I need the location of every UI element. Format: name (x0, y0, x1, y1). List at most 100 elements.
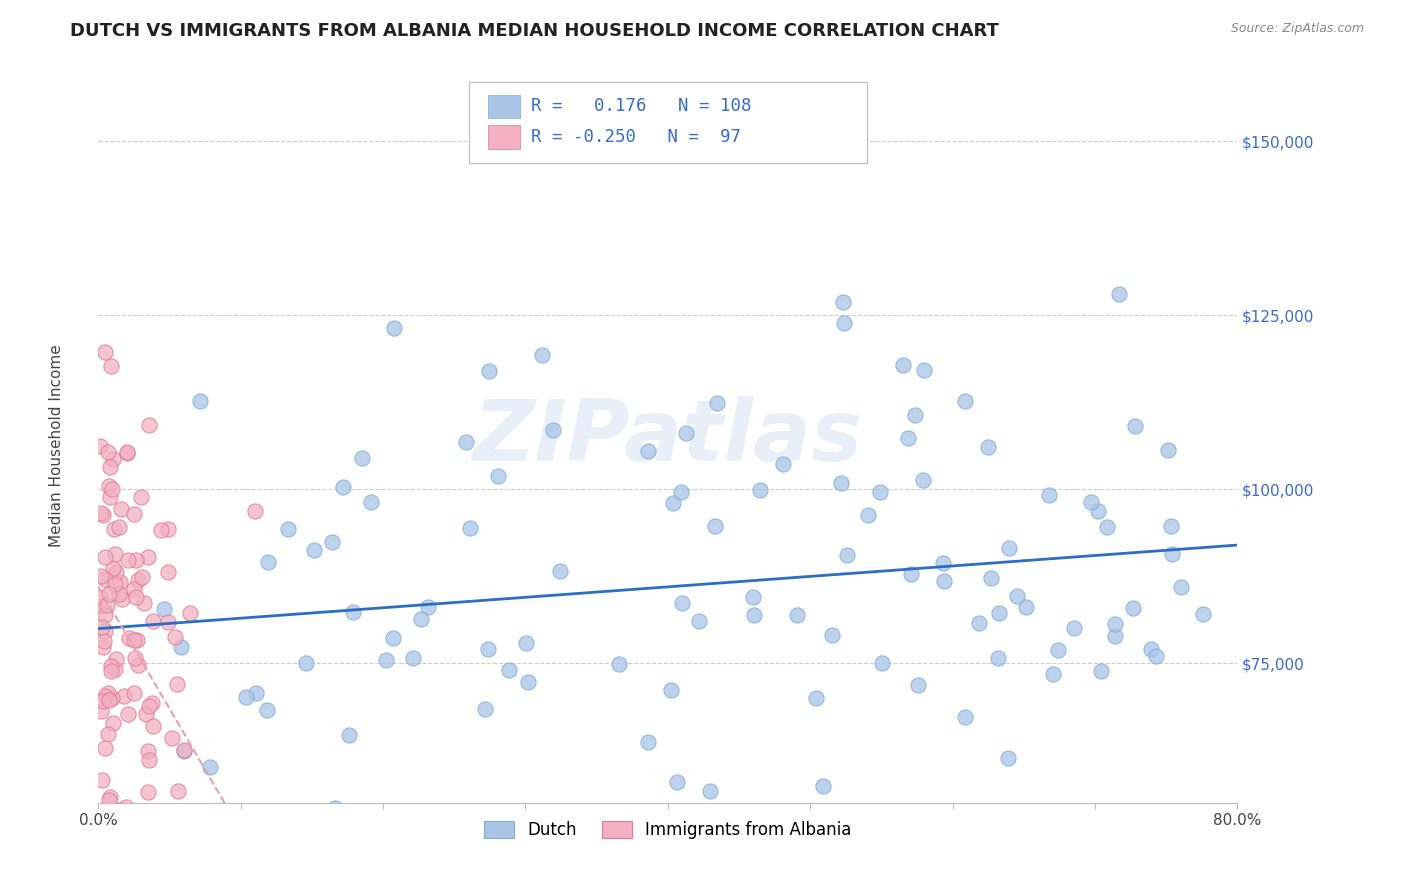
Point (124, 651, 146, 665)
Point (1191, 607, 1213, 621)
Point (1140, 641, 1163, 656)
Point (98, 478, 121, 492)
Point (1015, 600, 1038, 615)
Point (637, 444, 659, 458)
Point (477, 642, 499, 657)
Point (94, 624, 117, 638)
Point (91, 508, 114, 523)
Point (1046, 642, 1069, 657)
Point (94, 549, 117, 564)
Point (98, 490, 121, 504)
Point (100, 359, 122, 373)
Point (912, 362, 935, 376)
Point (142, 614, 165, 628)
Point (141, 696, 163, 710)
Point (90, 773, 112, 788)
Point (350, 450, 373, 465)
Point (628, 807, 651, 822)
Point (117, 553, 139, 567)
Point (170, 640, 193, 654)
Point (897, 431, 920, 445)
FancyBboxPatch shape (488, 126, 520, 149)
Point (138, 785, 160, 799)
Point (98, 789, 121, 804)
Point (104, 547, 127, 561)
Point (235, 690, 257, 705)
Point (90, 620, 112, 634)
Point (342, 605, 364, 619)
Point (870, 657, 893, 671)
Point (97, 686, 120, 700)
Point (108, 574, 131, 589)
Point (1090, 664, 1112, 678)
Point (662, 495, 685, 509)
Point (637, 735, 659, 749)
Point (967, 615, 990, 630)
Point (100, 659, 122, 673)
Point (173, 743, 195, 757)
Text: Source: ZipAtlas.com: Source: ZipAtlas.com (1230, 22, 1364, 36)
Point (190, 394, 212, 409)
Point (98, 693, 121, 707)
Point (108, 520, 131, 534)
Legend: Dutch, Immigrants from Albania: Dutch, Immigrants from Albania (478, 814, 858, 846)
Point (166, 677, 188, 691)
Point (256, 703, 278, 717)
Point (1108, 287, 1130, 301)
Point (688, 614, 710, 628)
Point (835, 548, 858, 562)
Point (1042, 666, 1064, 681)
Point (302, 543, 325, 558)
Point (955, 394, 977, 409)
Point (904, 408, 927, 422)
Point (111, 592, 134, 607)
Point (1122, 601, 1144, 615)
Point (96, 598, 118, 612)
Point (124, 582, 146, 597)
Point (107, 587, 129, 601)
Point (245, 686, 267, 700)
Point (531, 348, 554, 362)
Point (153, 602, 176, 616)
Point (93, 633, 115, 648)
Point (932, 556, 955, 570)
Point (103, 560, 125, 574)
Point (772, 854, 794, 868)
Point (277, 523, 299, 537)
Point (515, 636, 537, 650)
Point (295, 656, 318, 670)
Point (131, 570, 153, 584)
Text: DUTCH VS IMMIGRANTS FROM ALBANIA MEDIAN HOUSEHOLD INCOME CORRELATION CHART: DUTCH VS IMMIGRANTS FROM ALBANIA MEDIAN … (70, 22, 1000, 40)
Point (104, 661, 127, 675)
Point (173, 743, 195, 757)
Point (987, 606, 1010, 620)
Point (675, 425, 697, 440)
Point (138, 698, 160, 713)
Point (607, 657, 630, 672)
Point (243, 504, 266, 518)
Point (190, 861, 212, 875)
Point (742, 607, 765, 622)
Point (124, 685, 146, 699)
Point (94, 689, 117, 703)
Point (832, 294, 855, 309)
Point (830, 475, 852, 490)
Point (97, 727, 120, 741)
Point (934, 574, 956, 588)
Point (360, 495, 382, 509)
Point (911, 473, 934, 487)
Point (100, 664, 122, 678)
Point (142, 719, 165, 733)
Point (117, 446, 139, 460)
Point (98, 459, 121, 474)
Point (987, 650, 1010, 665)
Point (478, 364, 501, 378)
Point (127, 657, 149, 672)
Point (90, 506, 112, 520)
Point (157, 615, 180, 630)
Point (669, 485, 692, 500)
Point (125, 590, 148, 604)
Point (94, 572, 117, 586)
Point (891, 358, 914, 372)
Point (516, 675, 538, 690)
